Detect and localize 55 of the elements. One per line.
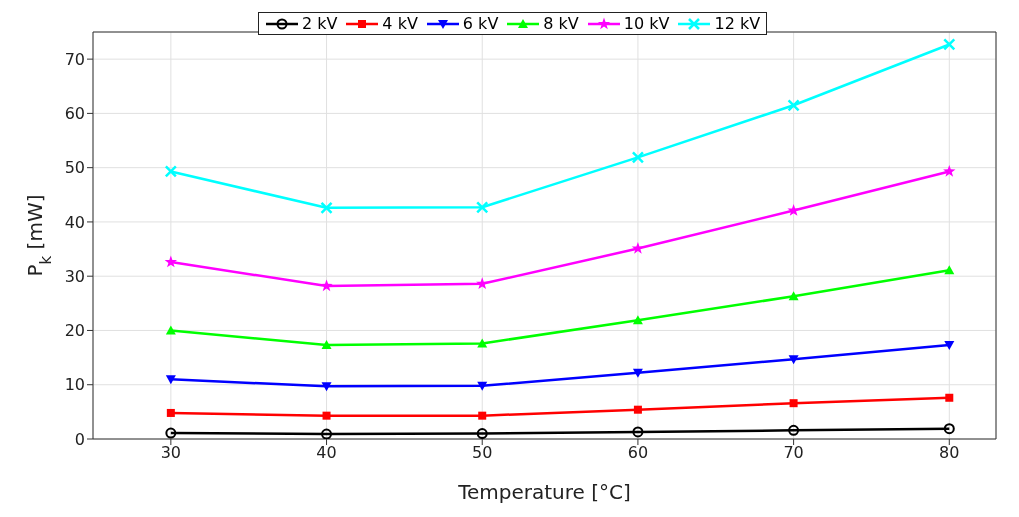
point — [787, 99, 800, 112]
point — [321, 340, 332, 350]
point — [165, 427, 177, 439]
point — [633, 405, 642, 414]
point — [166, 408, 175, 417]
point — [943, 38, 956, 51]
x-tick-label: 50 — [472, 443, 493, 463]
point — [632, 426, 644, 438]
point — [321, 382, 332, 392]
x-tick-label: 60 — [627, 443, 649, 463]
point — [475, 201, 489, 214]
point — [945, 393, 954, 402]
point — [788, 355, 799, 365]
legend-label: 12 kV — [714, 14, 761, 33]
point — [320, 279, 333, 292]
x-tick-label: 70 — [783, 443, 804, 463]
point — [788, 424, 800, 436]
point — [164, 255, 178, 268]
point — [944, 341, 955, 351]
legend-label: 6 kV — [462, 14, 499, 33]
point — [322, 411, 331, 420]
point — [478, 411, 487, 420]
point — [164, 165, 178, 178]
x-tick-label: 80 — [939, 443, 960, 463]
y-tick-label: 50 — [64, 158, 85, 178]
y-tick-label: 70 — [64, 49, 85, 69]
y-tick-label: 0 — [74, 429, 85, 449]
point — [944, 265, 955, 275]
y-tick-label: 10 — [64, 375, 85, 395]
legend-label: 8 kV — [543, 14, 579, 33]
x-tick-label: 30 — [160, 443, 182, 463]
y-tick-label: 20 — [64, 321, 85, 341]
point — [477, 381, 488, 391]
point — [165, 375, 176, 385]
point — [789, 399, 798, 408]
point — [321, 428, 333, 439]
point — [476, 277, 489, 290]
x-tick-label: 40 — [316, 443, 337, 463]
legend-label: 2 kV — [301, 14, 338, 33]
y-tick-label: 30 — [64, 266, 85, 286]
point — [788, 291, 799, 301]
point — [943, 423, 955, 435]
legend-label: 10 kV — [623, 14, 670, 33]
point — [943, 164, 956, 177]
point — [476, 428, 488, 439]
point — [631, 242, 645, 254]
point — [632, 315, 643, 325]
point — [165, 325, 176, 335]
point — [632, 368, 643, 378]
y-tick-label: 40 — [64, 212, 85, 232]
point — [631, 151, 645, 164]
legend-label: 4 kV — [382, 14, 418, 33]
y-tick-label: 60 — [64, 104, 85, 124]
point — [320, 201, 333, 215]
x-axis-title: Temperature [°C] — [457, 480, 631, 504]
